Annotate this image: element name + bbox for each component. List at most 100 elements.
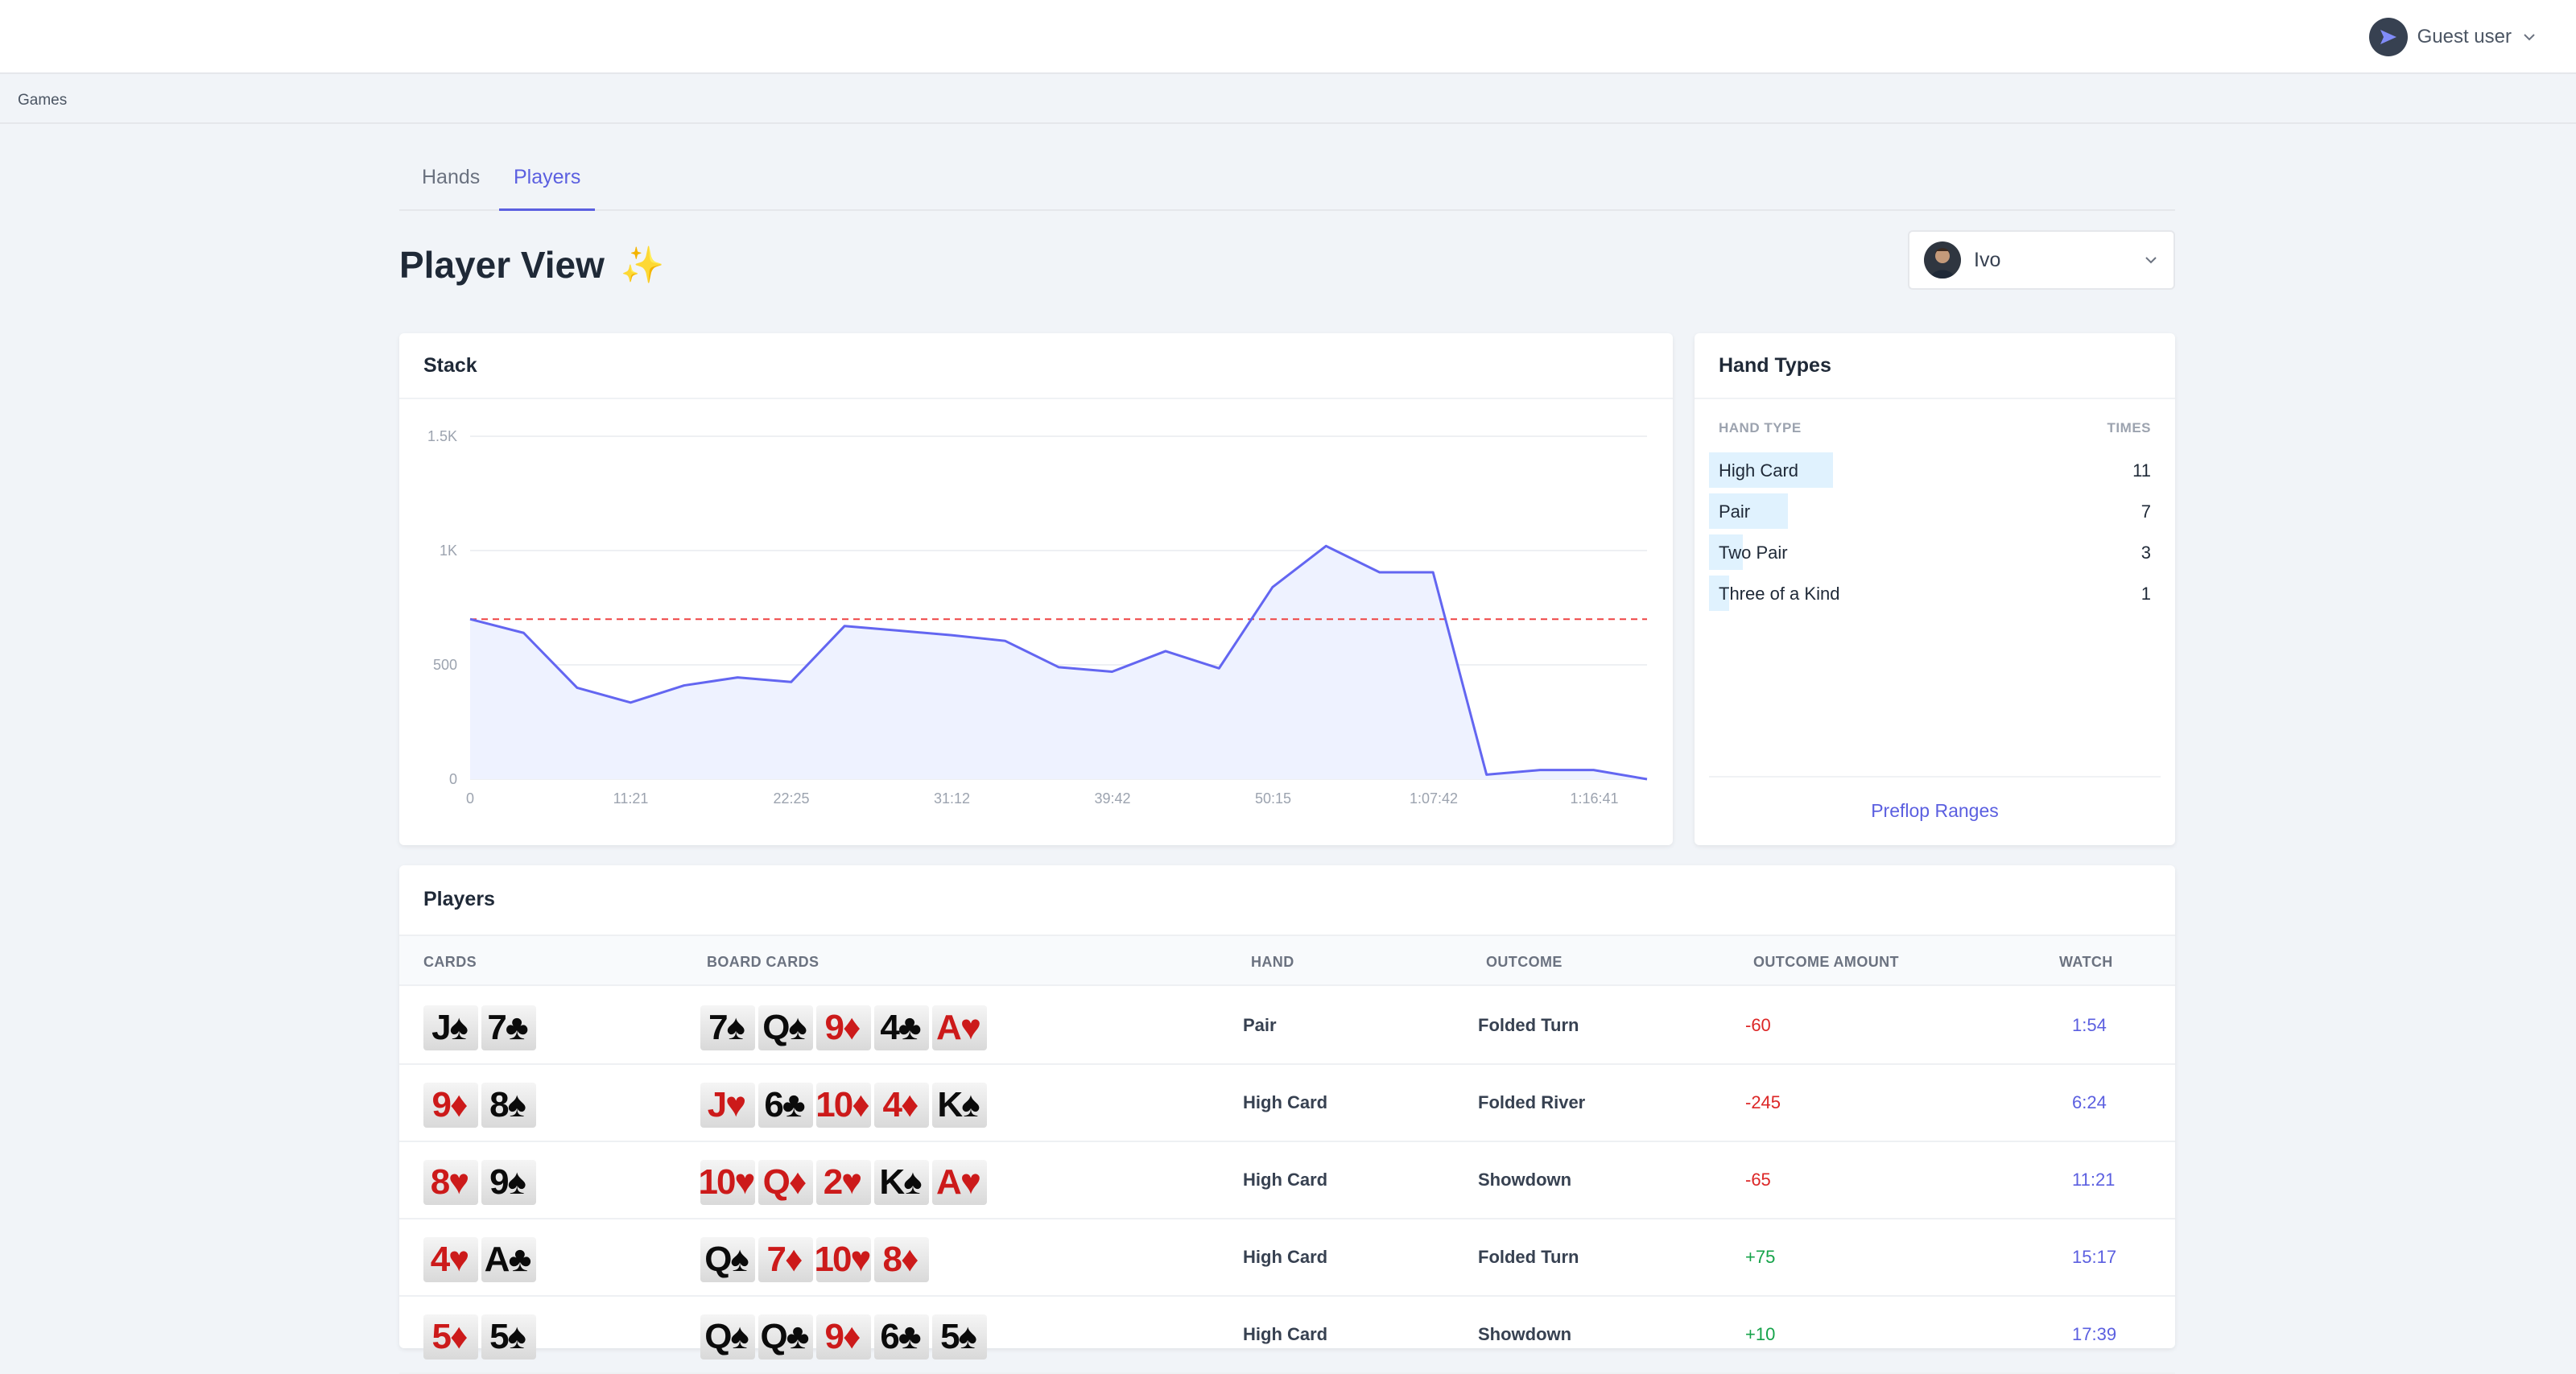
playing-card: 8♥ [423, 1160, 478, 1205]
hole-cards: 5♦5♠ [423, 1314, 536, 1360]
stack-area [470, 546, 1647, 779]
page-title: Player View ✨ [399, 243, 665, 287]
playing-card: 10♥ [700, 1160, 755, 1205]
outcome-cell: Showdown [1478, 1324, 1571, 1345]
watch-link[interactable]: 15:17 [2072, 1247, 2116, 1268]
page-title-text: Player View [399, 243, 605, 287]
column-header-cards: CARDS [423, 954, 477, 971]
outcome-amount-cell: -65 [1745, 1170, 1771, 1190]
playing-card: A♥ [932, 1160, 987, 1205]
hand-cell: Pair [1243, 1015, 1277, 1036]
playing-card: K♠ [932, 1083, 987, 1128]
y-tick-label: 0 [449, 771, 457, 787]
outcome-amount-cell: -245 [1745, 1092, 1781, 1113]
player-select[interactable]: Ivo [1908, 230, 2175, 290]
playing-card: 4♦ [874, 1083, 929, 1128]
hole-cards: 4♥A♣ [423, 1237, 536, 1282]
players-title: Players [423, 888, 495, 911]
x-tick-label: 50:15 [1255, 790, 1291, 807]
breadcrumb: Games [0, 76, 2576, 124]
times-column-header: TIMES [2107, 420, 2151, 436]
hand-types-title: Hand Types [1719, 354, 1831, 378]
hand-type-column-header: HAND TYPE [1719, 420, 1802, 436]
playing-card: 10♥ [816, 1237, 871, 1282]
playing-card: 8♦ [874, 1237, 929, 1282]
breadcrumb-games[interactable]: Games [18, 92, 67, 109]
playing-card: 9♠ [481, 1160, 536, 1205]
tab-hands[interactable]: Hands [407, 145, 494, 211]
playing-card: 4♥ [423, 1237, 478, 1282]
playing-card: 7♠ [700, 1005, 755, 1050]
playing-card: Q♣ [758, 1314, 813, 1360]
outcome-cell: Folded River [1478, 1092, 1585, 1113]
outcome-amount-cell: +75 [1745, 1247, 1775, 1268]
hole-cards: 9♦8♠ [423, 1083, 536, 1128]
hand-type-row: Pair 7 [1709, 493, 2161, 529]
playing-card: Q♦ [758, 1160, 813, 1205]
hand-cell: High Card [1243, 1092, 1327, 1113]
column-header-outcome: OUTCOME [1486, 954, 1563, 971]
x-tick-label: 1:07:42 [1410, 790, 1458, 807]
y-tick-label: 500 [433, 657, 457, 673]
board-cards: Q♠7♦10♥8♦ [700, 1237, 929, 1282]
x-tick-label: 39:42 [1094, 790, 1130, 807]
board-cards: Q♠Q♣9♦6♣5♠ [700, 1314, 987, 1360]
outcome-amount-cell: -60 [1745, 1015, 1771, 1036]
playing-card: 7♣ [481, 1005, 536, 1050]
playing-card: 5♦ [423, 1314, 478, 1360]
playing-card: 5♠ [481, 1314, 536, 1360]
hand-type-count: 11 [2132, 460, 2151, 481]
outcome-cell: Folded Turn [1478, 1015, 1579, 1036]
playing-card: A♥ [932, 1005, 987, 1050]
playing-card: 9♦ [816, 1314, 871, 1360]
player-avatar [1924, 241, 1961, 279]
x-tick-label: 31:12 [934, 790, 970, 807]
user-name: Guest user [2417, 26, 2512, 48]
outcome-cell: Folded Turn [1478, 1247, 1579, 1268]
hand-cell: High Card [1243, 1170, 1327, 1190]
tab-players[interactable]: Players [499, 145, 595, 211]
sparkle-icon: ✨ [621, 244, 665, 286]
watch-link[interactable]: 1:54 [2072, 1015, 2107, 1036]
playing-card: 10♦ [816, 1083, 871, 1128]
table-row: 9♦8♠ J♥6♣10♦4♦K♠ High Card Folded River -245… [399, 1065, 2175, 1142]
column-header-watch: WATCH [2059, 954, 2113, 971]
playing-card: Q♠ [758, 1005, 813, 1050]
playing-card: K♠ [874, 1160, 929, 1205]
user-menu[interactable]: Guest user [2369, 18, 2537, 56]
chevron-down-icon [2521, 29, 2537, 45]
playing-card: 6♣ [758, 1083, 813, 1128]
watch-link[interactable]: 6:24 [2072, 1092, 2107, 1113]
hand-type-label: Pair [1719, 501, 1750, 522]
preflop-ranges-link[interactable]: Preflop Ranges [1695, 800, 2175, 822]
y-tick-label: 1.5K [427, 428, 457, 444]
watch-link[interactable]: 17:39 [2072, 1324, 2116, 1345]
playing-card: J♠ [423, 1005, 478, 1050]
column-header-hand: HAND [1251, 954, 1294, 971]
player-select-value: Ivo [1974, 249, 2130, 272]
hand-type-count: 7 [2141, 501, 2151, 522]
hand-cell: High Card [1243, 1324, 1327, 1345]
x-tick-label: 11:21 [613, 790, 649, 807]
playing-card: 8♠ [481, 1083, 536, 1128]
hole-cards: J♠7♣ [423, 1005, 536, 1050]
chevron-down-icon [2143, 252, 2159, 268]
watch-link[interactable]: 11:21 [2072, 1170, 2115, 1190]
playing-card: 7♦ [758, 1237, 813, 1282]
y-tick-label: 1K [440, 543, 457, 559]
stack-title: Stack [423, 354, 477, 378]
playing-card: 5♠ [932, 1314, 987, 1360]
x-tick-label: 1:16:41 [1570, 790, 1618, 807]
column-header-board-cards: BOARD CARDS [707, 954, 819, 971]
outcome-cell: Showdown [1478, 1170, 1571, 1190]
hand-type-label: Three of a Kind [1719, 584, 1839, 604]
playing-card: 6♣ [874, 1314, 929, 1360]
playing-card: J♥ [700, 1083, 755, 1128]
